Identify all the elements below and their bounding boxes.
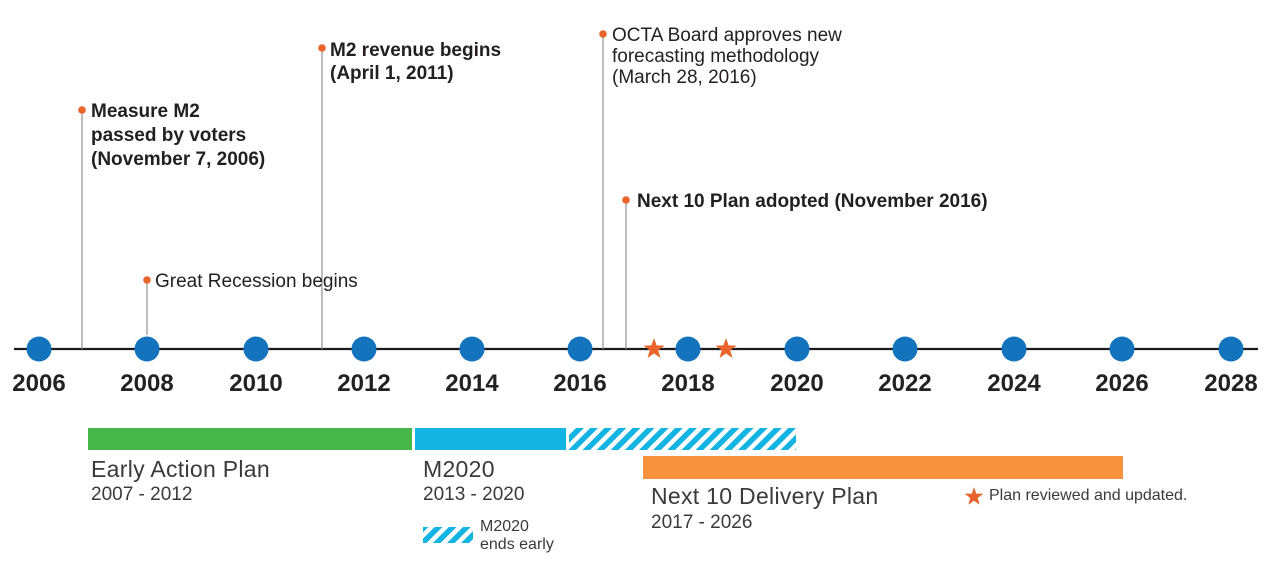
year-label: 2016: [553, 370, 606, 397]
event-dot-m2-revenue: [318, 44, 326, 52]
year-dot-2008: [134, 336, 160, 362]
event-dot-octa-board: [599, 30, 607, 38]
early-action-plan-range: 2007 - 2012: [91, 484, 193, 505]
year-label: 2008: [120, 370, 173, 397]
event-dot-measure-m2: [78, 106, 86, 114]
next10-plan-range: 2017 - 2026: [651, 512, 753, 533]
year-label: 2022: [878, 370, 931, 397]
m2020-bar: [415, 428, 566, 450]
star-icon: [715, 338, 737, 358]
m2020-range: 2013 - 2020: [423, 484, 525, 505]
early-action-plan-title: Early Action Plan: [91, 456, 270, 482]
star-icon: [643, 338, 665, 358]
year-label: 2024: [987, 370, 1041, 397]
m2020-note-line: ends early: [480, 535, 554, 553]
year-dot-2022: [892, 336, 918, 362]
year-dot-2018: [675, 336, 701, 362]
year-label: 2020: [770, 370, 823, 397]
star-icon: [964, 487, 984, 505]
next10-plan-title: Next 10 Delivery Plan: [651, 483, 879, 509]
year-dot-2020: [784, 336, 810, 362]
m2020-ends-early-swatch: [423, 527, 473, 543]
star-legend-text: Plan reviewed and updated.: [989, 487, 1188, 504]
event-label-next10-adopted: Next 10 Plan adopted (November 2016): [637, 191, 988, 212]
year-label: 2010: [229, 370, 282, 397]
event-dot-next10-adopted: [622, 196, 630, 204]
event-markers: [78, 30, 630, 349]
year-label: 2014: [445, 370, 499, 397]
year-dot-2014: [459, 336, 485, 362]
year-dot-2006: [26, 336, 52, 362]
year-dots: [26, 336, 1244, 362]
event-labels: Measure M2 passed by voters (November 7,…: [91, 25, 988, 292]
year-dot-2012: [351, 336, 377, 362]
event-dot-recession: [143, 276, 151, 284]
m2020-ends-early-note: M2020 ends early: [480, 518, 554, 553]
year-label: 2018: [661, 370, 714, 397]
year-label: 2012: [337, 370, 390, 397]
early-action-bar: [88, 428, 412, 450]
event-label-m2-revenue: M2 revenue begins (April 1, 2011): [330, 40, 506, 84]
next10-bar: [643, 456, 1123, 479]
m2020-title: M2020: [423, 456, 495, 482]
year-dot-2024: [1001, 336, 1027, 362]
year-label: 2006: [12, 370, 65, 397]
year-dot-2028: [1218, 336, 1244, 362]
year-dot-2026: [1109, 336, 1135, 362]
year-dot-2016: [567, 336, 593, 362]
year-label: 2026: [1095, 370, 1148, 397]
event-label-measure-m2: Measure M2 passed by voters (November 7,…: [91, 101, 265, 170]
year-label: 2028: [1204, 370, 1257, 397]
m2020-ends-early-bar: [569, 428, 796, 450]
year-labels: 2006 2008 2010 2012 2014 2016 2018 2020 …: [12, 370, 1257, 397]
event-label-recession: Great Recession begins: [155, 271, 358, 292]
year-dot-2010: [243, 336, 269, 362]
m2020-note-line: M2020: [480, 518, 529, 535]
event-label-octa-board: OCTA Board approves new forecasting meth…: [612, 25, 847, 88]
